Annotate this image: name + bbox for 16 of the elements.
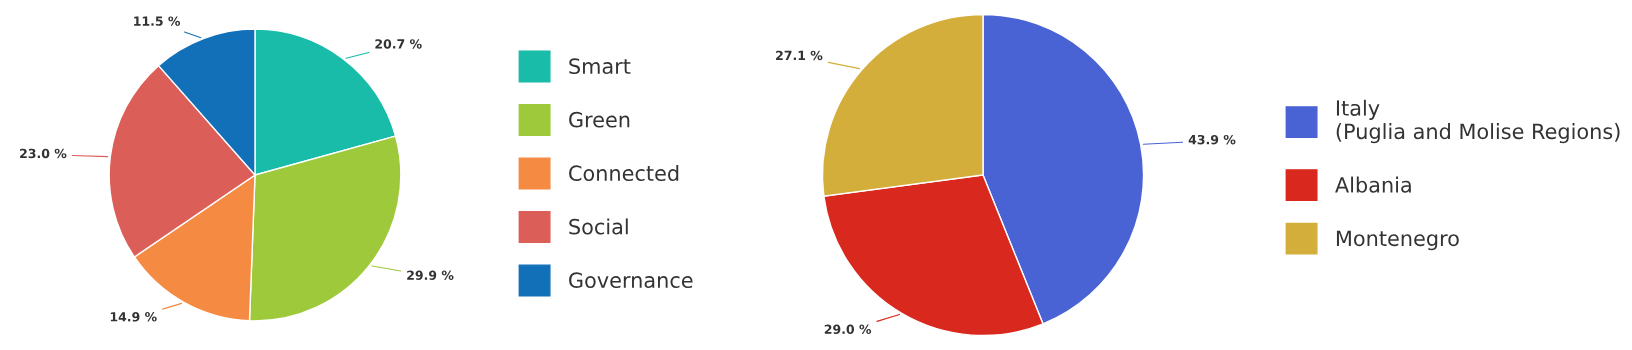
- legend-label: Green: [569, 111, 630, 128]
- data-label: 43.9 %: [1188, 134, 1236, 145]
- legend-label: Montenegro: [1336, 230, 1459, 251]
- legend-label: Governance: [569, 272, 693, 289]
- legend-label: Albania: [1335, 176, 1411, 193]
- data-label: 27.1 %: [776, 50, 823, 61]
- data-label: 29.0 %: [824, 324, 872, 334]
- legend-label: Smart: [569, 58, 631, 75]
- data-label: 11.5 %: [134, 16, 181, 26]
- data-label: 29.9 %: [407, 270, 454, 280]
- data-label: 14.9 %: [110, 312, 157, 322]
- legend-label: Italy (Puglia and Molise Regions): [1336, 99, 1620, 144]
- data-label: 23.0 %: [20, 148, 67, 159]
- data-label: 20.7 %: [375, 39, 422, 49]
- legend-label: Social: [569, 218, 628, 235]
- legend-label: Connected: [569, 164, 679, 182]
